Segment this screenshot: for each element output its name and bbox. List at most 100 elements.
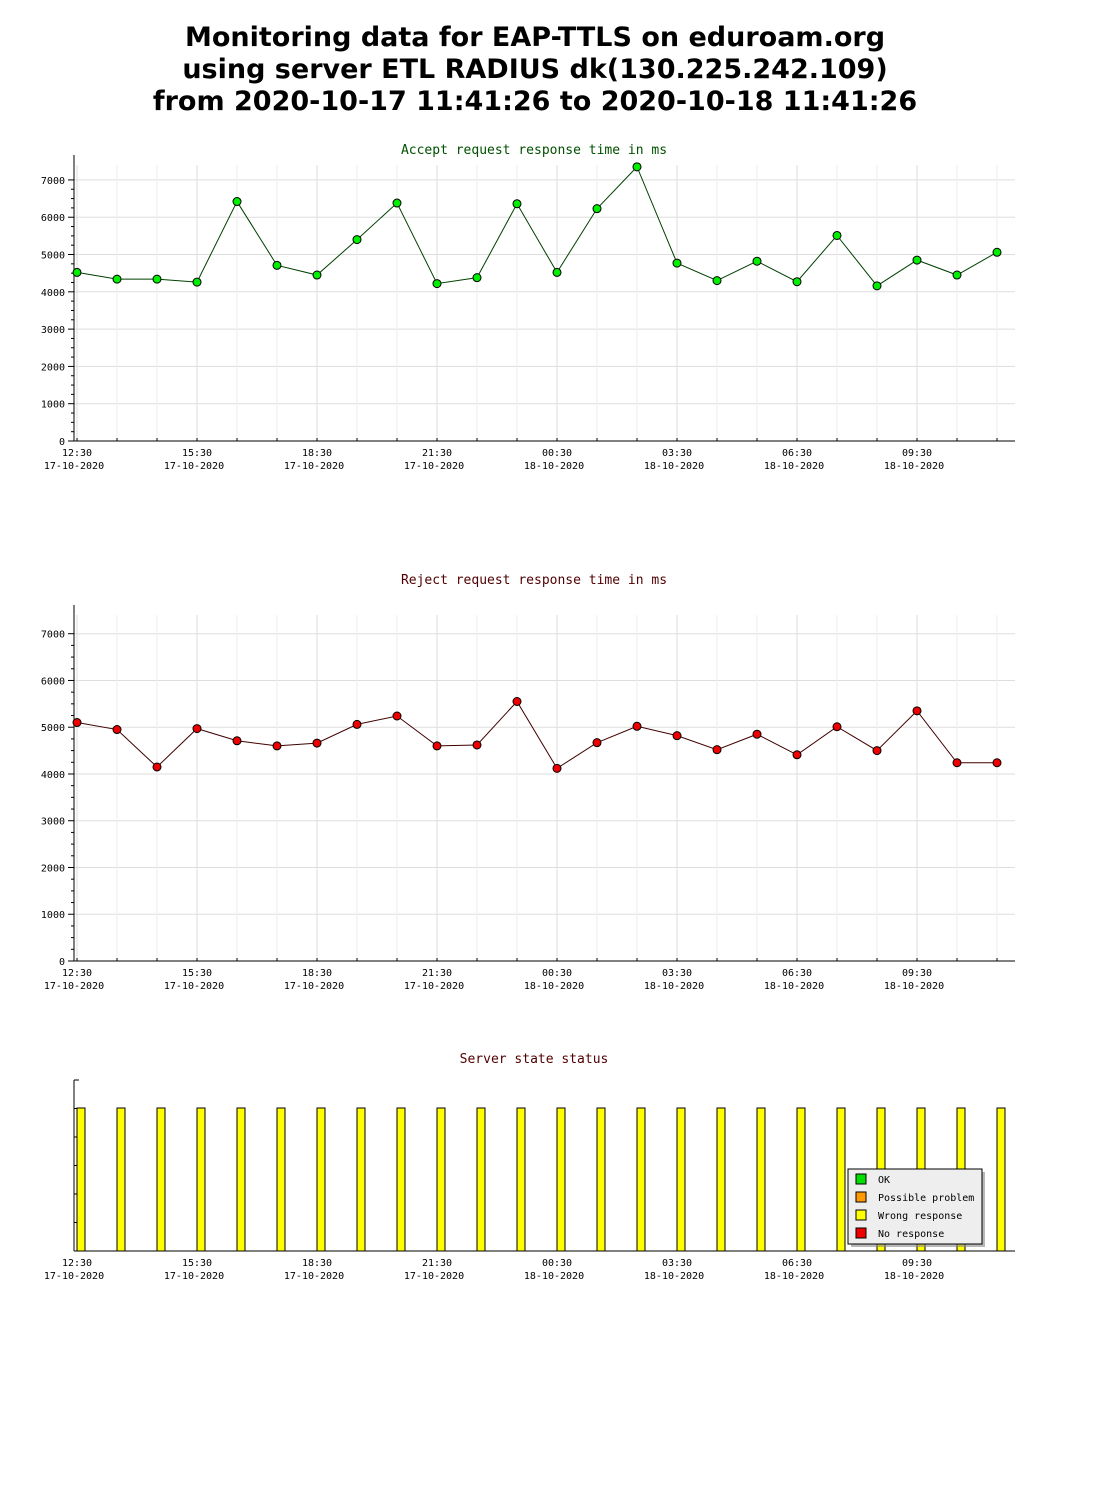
- data-point: [632, 721, 642, 731]
- data-point: [952, 758, 962, 768]
- data-point: [912, 255, 922, 265]
- legend-swatch: [855, 1191, 867, 1203]
- x-tick-label-date: 17-10-2020: [44, 461, 104, 472]
- data-point: [512, 697, 522, 706]
- x-tick-label-time: 03:30: [662, 448, 692, 459]
- x-tick-label-date: 17-10-2020: [44, 981, 104, 992]
- legend: OK Possible problem Wrong response No respo…: [847, 1168, 985, 1247]
- status-bar: [236, 1107, 246, 1252]
- status-bar: [276, 1107, 286, 1252]
- status-bar: [476, 1107, 486, 1252]
- x-tick-label-date: 17-10-2020: [164, 461, 224, 472]
- x-tick-label-time: 00:30: [542, 968, 572, 979]
- data-point: [472, 273, 482, 283]
- x-tick-label-time: 09:30: [902, 1258, 932, 1269]
- x-tick-label-date: 17-10-2020: [404, 1271, 464, 1282]
- status-bar: [596, 1107, 606, 1252]
- status-bar: [636, 1107, 646, 1252]
- x-tick-label-time: 18:30: [302, 968, 332, 979]
- legend-swatch: [855, 1209, 867, 1221]
- x-tick-label-date: 18-10-2020: [884, 461, 944, 472]
- x-tick-label-date: 17-10-2020: [404, 461, 464, 472]
- x-tick-label-date: 17-10-2020: [44, 1271, 104, 1282]
- x-tick-label-time: 18:30: [302, 448, 332, 459]
- data-point: [352, 719, 362, 729]
- chart-title: Server state status: [460, 1052, 609, 1067]
- y-tick-label: 2000: [41, 362, 65, 373]
- x-tick-label-date: 18-10-2020: [644, 1271, 704, 1282]
- data-point: [352, 235, 362, 245]
- page-title-line-3: from 2020-10-17 11:41:26 to 2020-10-18 1…: [152, 86, 918, 117]
- data-point: [392, 198, 402, 208]
- x-tick-label-time: 12:30: [62, 1258, 92, 1269]
- y-tick-label: 5000: [41, 723, 65, 734]
- data-point: [672, 731, 682, 741]
- data-point: [592, 204, 602, 214]
- data-point: [232, 197, 242, 207]
- y-tick-label: 0: [59, 437, 65, 448]
- status-bar: [556, 1107, 566, 1252]
- status-bar: [316, 1107, 326, 1252]
- status-bar: [396, 1107, 406, 1252]
- x-tick-label-date: 18-10-2020: [644, 461, 704, 472]
- data-point: [152, 762, 162, 772]
- y-tick-label: 7000: [41, 630, 65, 641]
- legend-swatch: [855, 1227, 867, 1239]
- x-tick-label-time: 03:30: [662, 968, 692, 979]
- y-tick-label: 0: [59, 957, 65, 968]
- data-point: [832, 230, 842, 240]
- y-tick-label: 2000: [41, 863, 65, 874]
- x-tick-label-date: 17-10-2020: [404, 981, 464, 992]
- data-point: [752, 256, 762, 266]
- data-point: [432, 741, 442, 751]
- x-tick-label-date: 18-10-2020: [644, 981, 704, 992]
- data-point: [712, 276, 722, 286]
- series-line: [76, 165, 998, 287]
- data-point: [192, 277, 202, 287]
- page-title-line-2: using server ETL RADIUS dk(130.225.242.1…: [182, 54, 888, 85]
- x-tick-label-date: 18-10-2020: [524, 981, 584, 992]
- data-point: [832, 722, 842, 732]
- y-tick-label: 7000: [41, 176, 65, 187]
- status-bar: [116, 1107, 126, 1252]
- x-tick-label-time: 21:30: [422, 448, 452, 459]
- status-bar: [836, 1107, 846, 1252]
- data-point: [752, 729, 762, 739]
- data-point: [792, 750, 802, 760]
- status-bar: [796, 1107, 806, 1252]
- data-point: [72, 267, 82, 277]
- data-point: [672, 258, 682, 268]
- legend-label: Possible problem: [878, 1193, 974, 1204]
- data-point: [312, 270, 322, 280]
- y-tick-label: 3000: [41, 325, 65, 336]
- x-tick-label-date: 17-10-2020: [284, 1271, 344, 1282]
- status-bar: [996, 1107, 1006, 1252]
- y-tick-label: 4000: [41, 770, 65, 781]
- legend-box: [847, 1168, 983, 1245]
- data-point: [192, 724, 202, 734]
- status-bar: [516, 1107, 526, 1252]
- y-tick-label: 1000: [41, 400, 65, 411]
- x-tick-label-time: 06:30: [782, 448, 812, 459]
- x-tick-label-date: 18-10-2020: [524, 1271, 584, 1282]
- data-point: [872, 746, 882, 756]
- y-tick-label: 6000: [41, 213, 65, 224]
- data-point: [432, 279, 442, 289]
- page-title-line-1: Monitoring data for EAP-TTLS on eduroam.…: [184, 22, 886, 53]
- data-point: [992, 758, 1002, 768]
- data-point: [552, 267, 562, 277]
- x-tick-label-date: 18-10-2020: [884, 1271, 944, 1282]
- x-tick-label-time: 00:30: [542, 448, 572, 459]
- data-point: [272, 741, 282, 751]
- x-tick-label-time: 03:30: [662, 1258, 692, 1269]
- x-tick-label-date: 18-10-2020: [524, 461, 584, 472]
- data-point: [152, 274, 162, 284]
- data-point: [512, 199, 522, 209]
- data-point: [872, 281, 882, 291]
- y-tick-label: 5000: [41, 251, 65, 262]
- x-tick-label-time: 12:30: [62, 968, 92, 979]
- status-bar: [756, 1107, 766, 1252]
- data-point: [992, 247, 1002, 257]
- page-title: Monitoring data for EAP-TTLS on eduroam.…: [0, 22, 1070, 118]
- data-point: [952, 270, 962, 280]
